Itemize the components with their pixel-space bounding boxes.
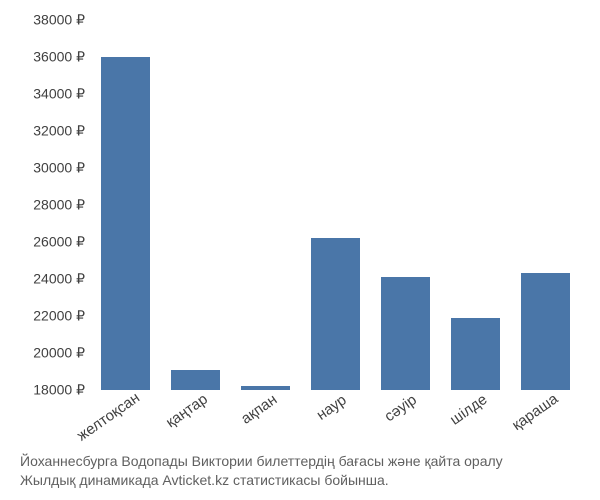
- caption-line-2: Жылдық динамикада Avticket.kz статистика…: [20, 471, 600, 490]
- price-chart: желтоқсанқаңтарақпаннаурсәуіршілдеқараша…: [0, 0, 600, 500]
- bar-slot: ақпан: [230, 20, 300, 390]
- bar-slot: қараша: [510, 20, 580, 390]
- y-tick-label: 36000 ₽: [5, 49, 85, 66]
- y-tick-label: 22000 ₽: [5, 308, 85, 325]
- bar-slot: желтоқсан: [90, 20, 160, 390]
- x-tick-label: наур: [314, 391, 350, 423]
- x-tick-label: сәуір: [381, 391, 419, 425]
- y-tick-label: 20000 ₽: [5, 345, 85, 362]
- x-tick-label: шілде: [447, 391, 491, 429]
- bar: [171, 370, 220, 390]
- y-tick-label: 18000 ₽: [5, 382, 85, 399]
- bar: [101, 57, 150, 390]
- y-tick-label: 28000 ₽: [5, 197, 85, 214]
- x-tick-label: қаңтар: [163, 391, 211, 432]
- bar: [241, 386, 290, 390]
- x-tick-label: ақпан: [238, 391, 280, 428]
- plot-area: желтоқсанқаңтарақпаннаурсәуіршілдеқараша: [90, 20, 580, 390]
- bar: [451, 318, 500, 390]
- x-tick-label: қараша: [509, 390, 561, 434]
- y-tick-label: 38000 ₽: [5, 12, 85, 29]
- bar: [311, 238, 360, 390]
- bar-slot: қаңтар: [160, 20, 230, 390]
- bar: [521, 273, 570, 390]
- chart-caption: Йоханнесбурга Водопады Виктории билеттер…: [20, 452, 600, 490]
- y-tick-label: 34000 ₽: [5, 86, 85, 103]
- y-tick-label: 24000 ₽: [5, 271, 85, 288]
- bar-slot: наур: [300, 20, 370, 390]
- y-tick-label: 26000 ₽: [5, 234, 85, 251]
- y-tick-label: 32000 ₽: [5, 123, 85, 140]
- y-tick-label: 30000 ₽: [5, 160, 85, 177]
- bar-slot: сәуір: [370, 20, 440, 390]
- bar: [381, 277, 430, 390]
- bar-slot: шілде: [440, 20, 510, 390]
- bars-container: желтоқсанқаңтарақпаннаурсәуіршілдеқараша: [90, 20, 580, 390]
- caption-line-1: Йоханнесбурга Водопады Виктории билеттер…: [20, 452, 600, 471]
